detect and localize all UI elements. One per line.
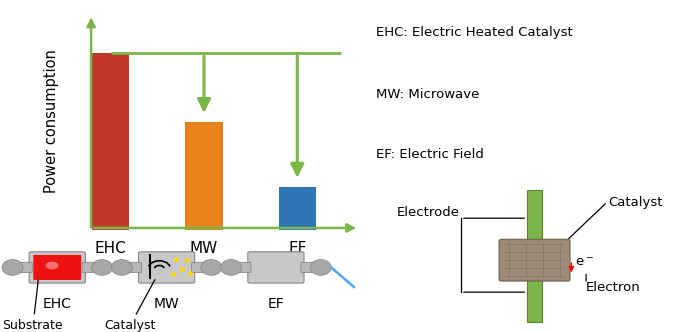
Circle shape — [112, 260, 132, 275]
Text: MW: MW — [153, 297, 179, 311]
FancyBboxPatch shape — [82, 262, 103, 273]
Circle shape — [201, 260, 222, 275]
FancyBboxPatch shape — [12, 262, 32, 273]
Text: e$^-$: e$^-$ — [575, 256, 594, 269]
FancyBboxPatch shape — [34, 255, 82, 280]
Bar — [279, 187, 316, 230]
Text: Catalyst: Catalyst — [104, 280, 155, 332]
FancyBboxPatch shape — [192, 262, 212, 273]
Text: Catalyst: Catalyst — [608, 196, 662, 209]
Ellipse shape — [45, 262, 58, 269]
Bar — [186, 122, 223, 230]
Text: EF: EF — [288, 241, 306, 256]
Bar — [527, 190, 542, 322]
FancyBboxPatch shape — [138, 252, 195, 283]
Text: Electron: Electron — [586, 281, 641, 294]
Bar — [92, 53, 129, 230]
Text: Substrate: Substrate — [3, 276, 63, 332]
Circle shape — [92, 260, 112, 275]
Text: EHC: EHC — [95, 241, 127, 256]
Text: EHC: EHC — [43, 297, 72, 311]
Text: MW: Microwave: MW: Microwave — [376, 88, 480, 101]
FancyBboxPatch shape — [248, 252, 304, 283]
Circle shape — [2, 260, 23, 275]
Text: Electrode: Electrode — [397, 206, 460, 219]
FancyBboxPatch shape — [230, 262, 251, 273]
FancyBboxPatch shape — [378, 180, 682, 332]
Text: EF: Electric Field: EF: Electric Field — [376, 148, 484, 161]
Text: EHC: Electric Heated Catalyst: EHC: Electric Heated Catalyst — [376, 26, 573, 39]
Circle shape — [221, 260, 242, 275]
Text: EF: EF — [268, 297, 284, 311]
FancyBboxPatch shape — [121, 262, 142, 273]
Y-axis label: Power consumption: Power consumption — [44, 49, 59, 193]
FancyBboxPatch shape — [29, 252, 86, 283]
FancyBboxPatch shape — [301, 262, 322, 273]
Text: MW: MW — [190, 241, 218, 256]
Circle shape — [310, 260, 331, 275]
FancyBboxPatch shape — [499, 239, 570, 281]
